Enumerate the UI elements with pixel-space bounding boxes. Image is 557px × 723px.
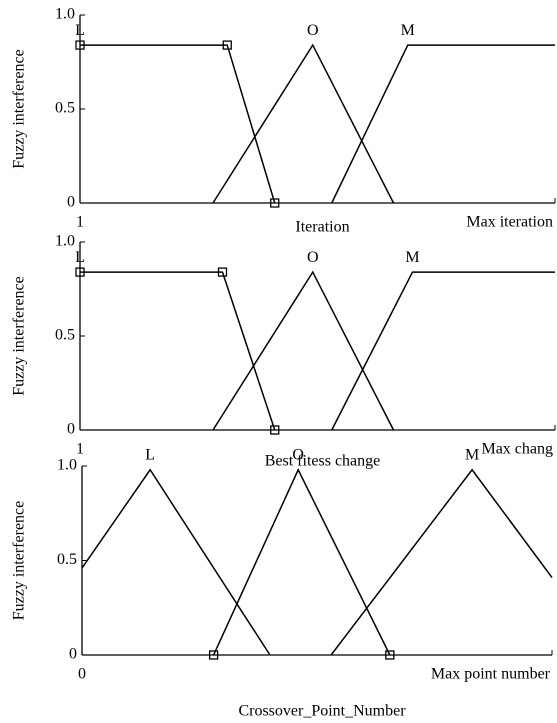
membership-line xyxy=(212,468,391,656)
y-axis-label: Fuzzy interference xyxy=(11,49,28,168)
series-label: L xyxy=(145,446,155,463)
marker xyxy=(270,198,280,208)
membership-line xyxy=(80,44,276,204)
series-label: M xyxy=(401,22,415,39)
x-tick-label: Max point number xyxy=(431,666,551,683)
series-label: M xyxy=(465,446,479,463)
membership-line xyxy=(80,271,276,431)
x-tick-label: 1 xyxy=(76,441,84,458)
y-axis-label: Fuzzy interference xyxy=(11,276,28,395)
x-axis-label: Best fitess change xyxy=(265,453,381,470)
membership-line xyxy=(331,44,555,204)
series-label: L xyxy=(75,249,85,266)
y-tick-label: 1.0 xyxy=(55,6,75,23)
y-tick-label: 0 xyxy=(67,194,75,211)
membership-line xyxy=(212,43,395,204)
marker xyxy=(222,40,232,50)
y-tick-label: 1.0 xyxy=(55,233,75,250)
x-axis-label: Iteration xyxy=(295,219,349,236)
membership-line xyxy=(81,468,271,656)
marker xyxy=(208,650,219,660)
y-tick-label: 0.5 xyxy=(55,327,75,344)
membership-line xyxy=(331,271,555,431)
series-label: O xyxy=(292,446,304,463)
x-tick-label: 0 xyxy=(78,666,86,683)
x-tick-label: 1 xyxy=(76,214,84,231)
x-axis-label: Crossover_Point_Number xyxy=(238,703,406,720)
y-tick-label: 0 xyxy=(69,646,77,663)
marker xyxy=(75,267,85,277)
y-tick-label: 0.5 xyxy=(55,100,75,117)
marker xyxy=(270,425,280,435)
y-tick-label: 1.0 xyxy=(57,457,77,474)
membership-line xyxy=(330,468,553,656)
x-tick-label: Max chang xyxy=(481,441,553,458)
marker xyxy=(385,650,395,660)
y-tick-label: 0.5 xyxy=(57,551,77,568)
series-label: O xyxy=(307,22,319,39)
series-label: O xyxy=(307,249,319,266)
y-tick-label: 0 xyxy=(67,421,75,438)
membership-line xyxy=(212,270,395,431)
series-label: M xyxy=(405,249,419,266)
x-tick-label: Max iteration xyxy=(466,214,553,231)
series-label: L xyxy=(75,22,85,39)
y-axis-label: Fuzzy interference xyxy=(11,501,28,620)
marker xyxy=(75,40,85,50)
marker xyxy=(217,267,228,277)
